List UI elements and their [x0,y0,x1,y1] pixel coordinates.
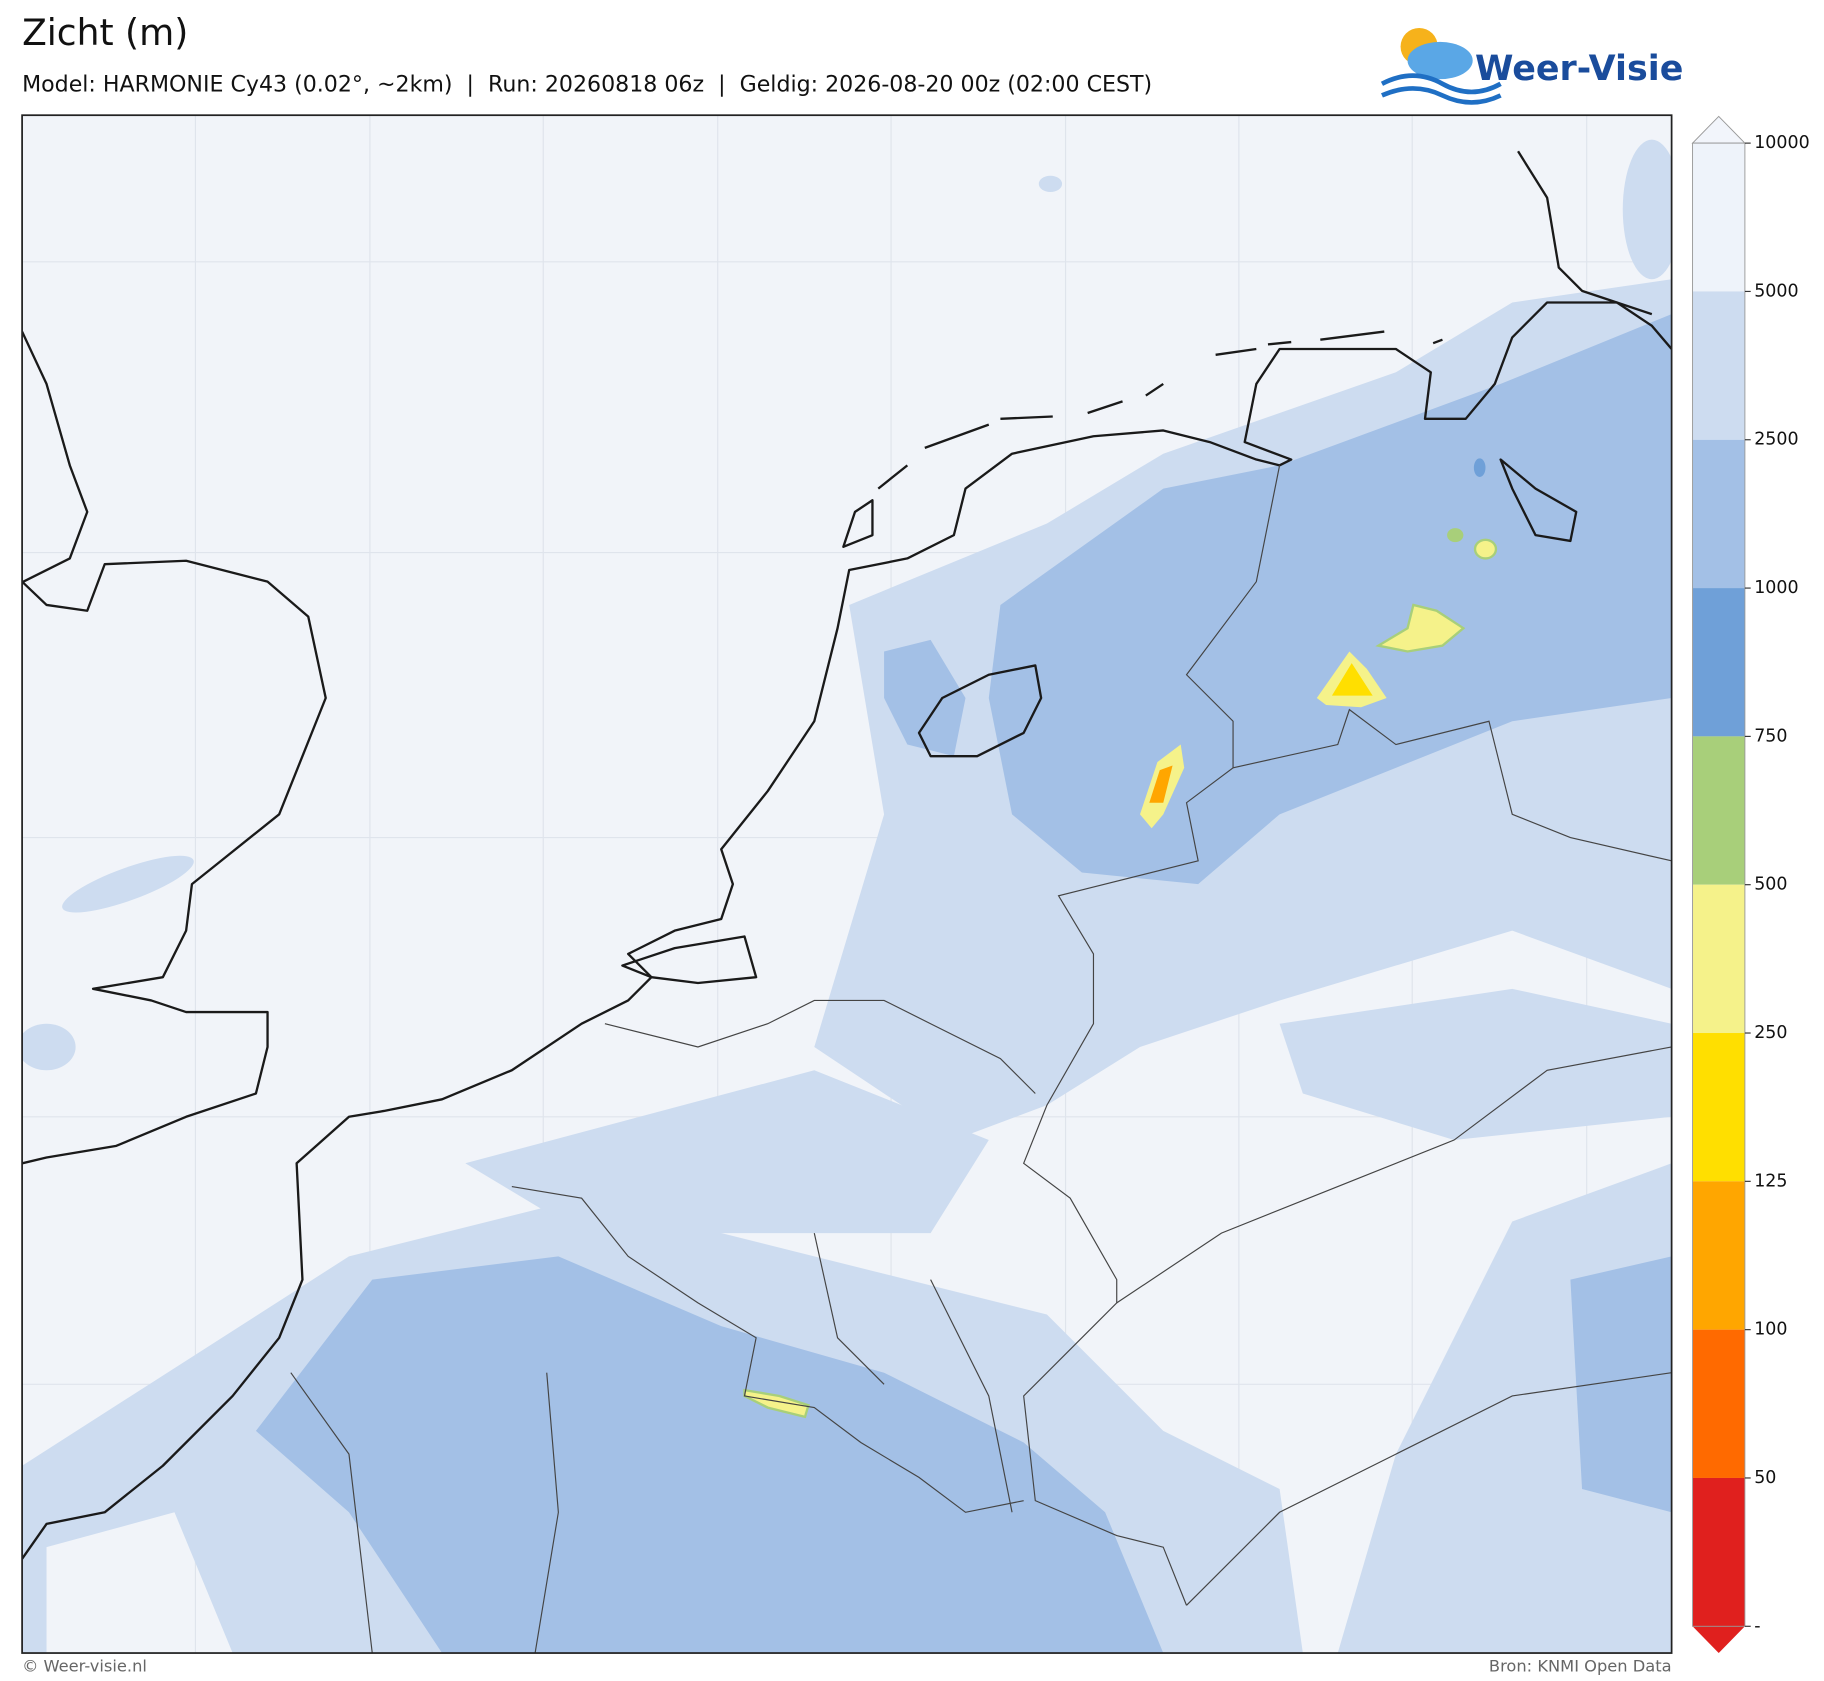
colorbar-band [1692,884,1745,1034]
coastline [22,331,89,583]
field-dark [1473,458,1486,477]
border [1022,465,1281,1606]
borders [290,465,1672,1654]
colorbar-label: 500 [1754,875,1787,895]
colorbar-label: 1000 [1754,578,1798,598]
low-vis-patch [1149,765,1173,803]
colorbar-under [1692,1626,1745,1654]
colorbar-band [1692,291,1745,440]
logo-text: Weer-Visie [1475,49,1683,89]
border [511,1185,1024,1513]
low-vis-patch [1331,663,1373,696]
visibility-field [22,139,1672,1654]
coastline [22,559,327,1165]
border [604,999,1036,1094]
colorbar-label: 750 [1754,726,1787,746]
colorbar-band [1692,736,1745,885]
colorbar-label: 100 [1754,1320,1787,1340]
colorbar-band [1692,1033,1745,1182]
low-vis-patch [1473,538,1498,560]
colorbar-band [1692,439,1745,589]
field-light [1279,988,1672,1141]
coastlines [22,150,1672,1560]
field-mid [255,1256,1164,1654]
subtitle: Model: HARMONIE Cy43 (0.02°, ~2km) | Run… [22,71,1152,97]
field-mid [884,639,966,757]
field-mid [988,314,1672,885]
colorbar-label: 250 [1754,1023,1787,1043]
logo-waves [1380,73,1502,105]
coastline [1517,150,1653,316]
region-border [290,708,1672,1654]
colorbar-band [1692,1477,1745,1627]
field-mid [1570,1256,1672,1513]
colorbar-label: 10000 [1754,133,1809,153]
islands [842,330,1578,548]
colorbar-band [1692,1181,1745,1330]
coastline [22,301,1672,1560]
field-light [465,1070,989,1234]
field-light [1038,175,1063,192]
field-light [1622,139,1672,280]
map-frame [21,114,1673,1654]
field-light [22,1023,76,1071]
colorbar-label: 125 [1754,1171,1787,1191]
low-vis-patch [1375,603,1466,653]
delta [621,935,758,985]
colorbar-label: 5000 [1754,281,1798,301]
footer-left: © Weer-visie.nl [22,1657,147,1676]
colorbar: 10000 5000 2500 1000 750 500 250 125 100 50 - [1691,115,1810,1654]
ijsselmeer [917,664,1043,758]
colorbar-band [1692,588,1745,737]
colorbar-band [1692,1329,1745,1478]
colorbar-label: 2500 [1754,430,1798,450]
field-light [62,855,194,913]
footer-right: Bron: KNMI Open Data [1489,1657,1672,1676]
colorbar-label: 50 [1754,1468,1776,1488]
colorbar-band [1692,143,1745,292]
logo: Weer-Visie [1380,27,1683,105]
low-vis-patch [1447,528,1464,543]
title: Zicht (m) [22,12,188,54]
logo-cloud [1407,41,1473,80]
map [21,114,1673,1654]
colorbar-label: - [1754,1616,1760,1636]
